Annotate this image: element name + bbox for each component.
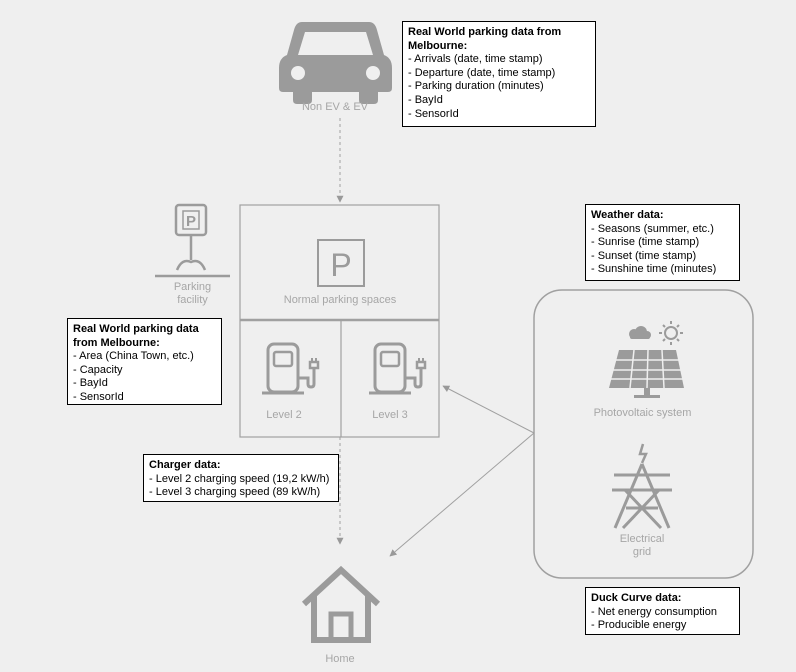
box-item: - BayId	[408, 93, 443, 106]
box-item: - SensorId	[73, 390, 124, 403]
box-item: - Level 3 charging speed (89 kW/h)	[149, 486, 321, 499]
weather-box: Weather data: - Seasons (summer, etc.) -…	[585, 204, 740, 281]
box-item: - Capacity	[73, 363, 123, 376]
level2-label: Level 2	[266, 409, 302, 421]
car-icon	[279, 22, 392, 104]
solar-panel-icon	[609, 349, 684, 398]
box-item: - Parking duration (minutes)	[408, 80, 544, 93]
box-item: - Seasons (summer, etc.)	[591, 222, 714, 235]
box-item: - BayId	[73, 377, 108, 390]
box-title: Real World parking data from Melbourne:	[73, 323, 199, 349]
box-title: Real World parking data from Melbourne:	[408, 26, 562, 52]
parking-sign-icon: P	[155, 203, 230, 278]
svg-text:P: P	[186, 213, 196, 230]
parking-space-icon: P	[317, 239, 365, 287]
parking-data-left-box: Real World parking data from Melbourne: …	[67, 318, 222, 405]
box-item: - Departure (date, time stamp)	[408, 66, 556, 79]
energy-to-parking-arrow	[442, 385, 535, 434]
normal-parking-label: Normal parking spaces	[283, 294, 397, 306]
box-item: - Net energy consumption	[591, 605, 717, 618]
pv-label: Photovoltaic system	[593, 407, 692, 419]
power-tower-icon	[612, 443, 672, 530]
svg-text:P: P	[330, 247, 351, 283]
box-item: - Producible energy	[591, 619, 687, 632]
box-item: - Level 2 charging speed (19,2 kW/h)	[149, 472, 330, 485]
box-item: - Arrivals (date, time stamp)	[408, 53, 543, 66]
parking-data-top-box: Real World parking data from Melbourne: …	[402, 21, 596, 127]
car-label: Non EV & EV	[301, 101, 369, 113]
charger-level3-icon	[369, 342, 427, 395]
box-item: - Sunset (time stamp)	[591, 249, 697, 262]
grid-label: Electrical grid	[619, 533, 665, 558]
energy-group	[533, 289, 754, 579]
box-item: - SensorId	[408, 107, 459, 120]
charger-box: Charger data: - Level 2 charging speed (…	[143, 454, 339, 502]
cloud-icon	[629, 326, 651, 339]
home-icon	[301, 565, 381, 643]
parking-facility-label: Parking facility	[173, 281, 212, 306]
box-item: - Sunrise (time stamp)	[591, 236, 700, 249]
charger-level2-icon	[262, 342, 320, 395]
box-title: Weather data:	[591, 209, 664, 221]
sun-icon	[659, 321, 683, 345]
duck-curve-box: Duck Curve data: - Net energy consumptio…	[585, 587, 740, 635]
energy-to-home-arrow	[389, 432, 535, 557]
home-label: Home	[325, 653, 355, 665]
box-item: - Sunshine time (minutes)	[591, 263, 717, 276]
box-title: Charger data:	[149, 459, 221, 471]
box-title: Duck Curve data:	[591, 592, 682, 604]
level3-label: Level 3	[372, 409, 408, 421]
box-item: - Area (China Town, etc.)	[73, 350, 194, 363]
